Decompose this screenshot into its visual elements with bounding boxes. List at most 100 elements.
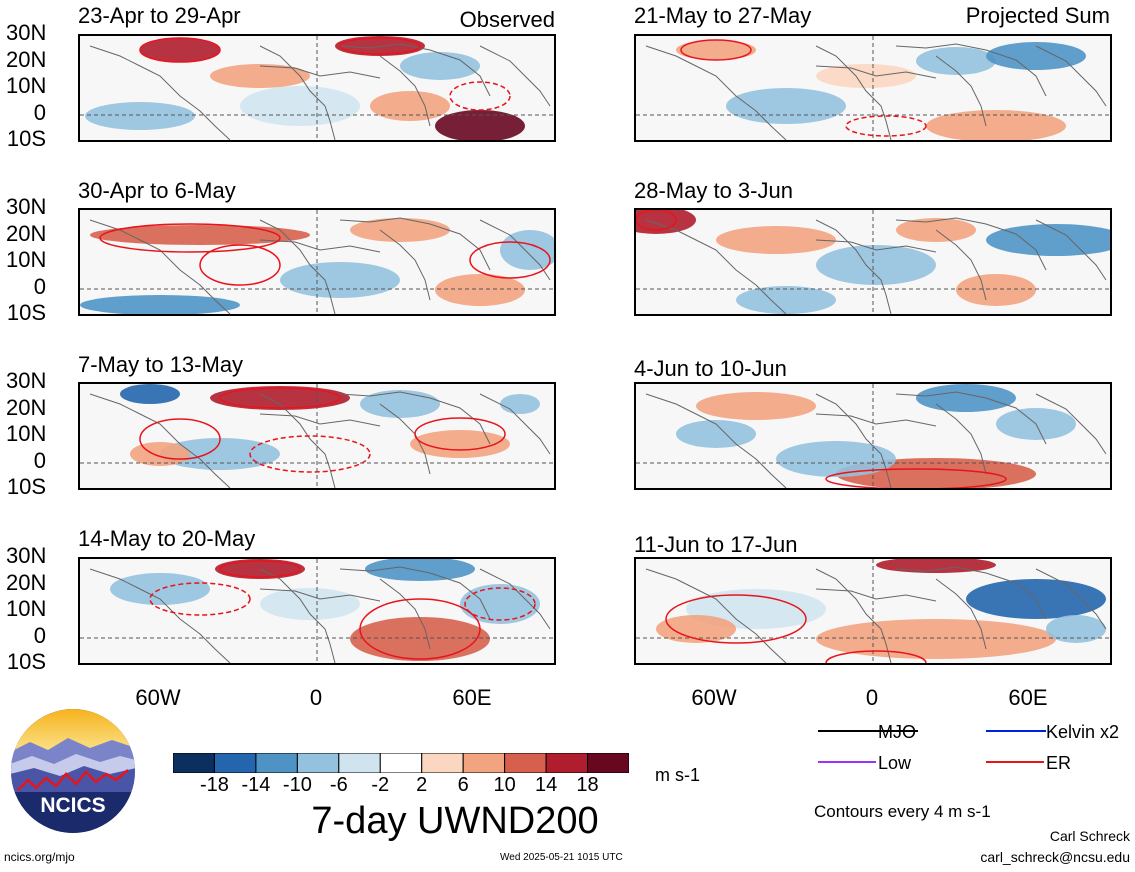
coastline [935,403,987,475]
coastline [89,219,231,314]
wind-anomaly-blob [716,226,836,254]
colorbar-swatch [587,752,630,774]
wind-anomaly-blob [956,274,1036,306]
map-field-right-1 [636,36,1110,140]
wind-anomaly-blob [110,573,210,605]
lat-label: 10S [6,126,46,151]
legend-line-er [986,761,1044,763]
wind-anomaly-blob [160,438,280,470]
coastline [479,393,551,455]
wind-anomaly-blob [90,225,310,245]
coastline [815,413,937,427]
coastline [339,217,491,271]
figure-title: 7-day UWND200 [311,800,599,842]
legend-line-mjo [818,730,918,732]
coastline [259,393,336,488]
colorbar-swatch [545,752,589,774]
wind-anomaly-blob [696,392,816,420]
map-field-left-3 [80,384,554,488]
timestamp: Wed 2025-05-21 1015 UTC [500,852,623,863]
er-contour [414,417,506,451]
coastline [935,578,987,650]
map-field-right-2 [636,210,1110,314]
wind-anomaly-blob [140,38,220,62]
lat-label: 0 [33,622,46,648]
wind-anomaly-blob [370,91,450,121]
lat-label: 10N [6,596,47,621]
er-contour [249,435,371,473]
coastline [379,229,431,301]
wind-anomaly-blob [400,52,480,80]
lat-label: 10S [6,474,46,499]
er-contour [99,223,281,253]
wind-anomaly-blob [656,615,736,643]
coastline [479,45,551,107]
lat-label: 30N [6,194,47,219]
wind-anomaly-blob [435,110,525,140]
wind-anomaly-blob [210,386,350,410]
wind-anomaly-blob [335,36,425,56]
wind-anomaly-blob [360,390,440,418]
er-contour [469,241,551,279]
lat-label: 20N [6,46,47,72]
colorbar-swatch [296,752,340,774]
wind-anomaly-blob [500,394,540,414]
er-contour [825,650,927,663]
map-panel-right-3 [634,382,1112,490]
lat-label: 10N [6,73,47,98]
lat-label: 20N [6,569,47,595]
coastline [895,566,1047,620]
lon-label-right-60e: 60E [1008,685,1048,710]
wind-anomaly-blob [676,40,756,60]
er-contour [339,37,421,55]
panel-title-right-1: 21-May to 27-May [634,3,812,28]
site-link[interactable]: ncics.org/mjo [4,850,75,864]
coastline [645,568,787,663]
map-panel-left-4 [78,557,556,665]
wind-anomaly-blob [260,588,360,620]
coastline [259,65,381,79]
coastline [339,391,491,445]
wind-anomaly-blob [816,64,916,88]
er-contour [219,560,301,578]
contours-note: Contours every 4 m s-1 [814,802,991,821]
colorbar-swatch [379,752,423,774]
wind-anomaly-blob [350,617,490,661]
coastline [815,65,937,79]
wind-anomaly-blob [130,442,190,466]
wind-anomaly-blob [210,64,310,88]
er-contour [199,244,281,286]
coastline [645,45,787,140]
coastline [815,219,892,314]
wind-anomaly-blob [916,384,1016,412]
map-panel-left-1 [78,34,556,142]
coastline [645,393,787,488]
lon-label-left-60w: 60W [135,685,181,710]
er-contour [149,582,251,616]
wind-anomaly-blob [916,47,996,75]
coastline [89,393,231,488]
panel-title-left-2: 30-Apr to 6-May [78,178,236,203]
coastline [935,55,987,127]
colorbar-tick-label: -2 [371,774,390,796]
coastline [935,229,987,301]
coastline [259,588,381,602]
er-contour [665,594,807,644]
er-contour [845,115,927,137]
lat-label: 30N [6,368,47,393]
lon-label-left-0: 0 [309,685,323,710]
projected-sum-tag: Projected Sum [965,3,1110,28]
er-contour [636,210,677,231]
lat-label: 10N [6,421,47,446]
colorbar-tick-label: 6 [457,774,469,796]
wind-anomaly-blob [80,295,240,314]
coastline [339,566,491,620]
wind-anomaly-blob [776,441,896,477]
er-contour [825,468,1007,488]
colorbar-tick-label: 18 [576,774,599,796]
panel-title-left-3: 7-May to 13-May [78,352,244,377]
ncics-logo: NCICS [10,708,136,834]
map-panel-right-4 [634,557,1112,665]
panel-title-right-2: 28-May to 3-Jun [634,178,793,203]
legend-label-kelvin: Kelvin x2 [1046,722,1120,742]
